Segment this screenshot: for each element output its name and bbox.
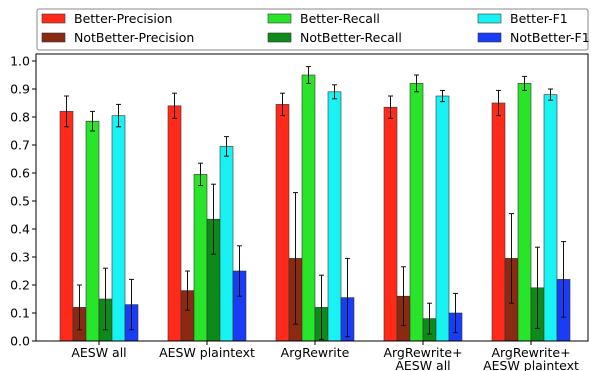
error-bar-better-precision-0 bbox=[64, 95, 69, 128]
legend: Better-Precision NotBetter-Precision Bette… bbox=[36, 8, 590, 51]
error-bar-notbetter-recall-2 bbox=[319, 274, 324, 341]
bar-better-f1-2 bbox=[327, 91, 342, 342]
bar-better-precision-2 bbox=[275, 104, 290, 342]
x-tick-label: ArgRewrite+ bbox=[383, 345, 462, 360]
legend-label: Better-Precision bbox=[74, 11, 172, 26]
legend-entry-notbetter-precision: NotBetter-Precision bbox=[41, 30, 194, 45]
bar-better-precision-3 bbox=[383, 106, 398, 342]
bar-better-f1-3 bbox=[435, 95, 450, 342]
error-bar-notbetter-precision-0 bbox=[77, 284, 82, 331]
y-tick-label: 0.3 bbox=[10, 250, 30, 265]
x-tick-label: AESW all bbox=[71, 345, 126, 360]
error-bar-better-precision-4 bbox=[496, 89, 501, 117]
x-tick-label: AESW plaintext bbox=[483, 358, 579, 371]
legend-swatch bbox=[41, 13, 66, 24]
bar-better-f1-1 bbox=[219, 146, 234, 342]
legend-entry-better-precision: Better-Precision bbox=[41, 11, 172, 26]
error-bar-notbetter-recall-0 bbox=[103, 267, 108, 331]
error-bar-notbetter-f1-4 bbox=[561, 241, 566, 318]
error-bar-better-precision-2 bbox=[280, 92, 285, 117]
y-tick-label: 0.5 bbox=[10, 194, 30, 209]
error-bar-better-recall-3 bbox=[414, 74, 419, 93]
bar-better-recall-3 bbox=[409, 83, 424, 342]
error-bar-notbetter-recall-1 bbox=[211, 183, 216, 255]
legend-entry-notbetter-f1: NotBetter-F1 bbox=[477, 30, 590, 45]
error-bar-better-recall-4 bbox=[522, 75, 527, 91]
error-bar-notbetter-precision-3 bbox=[401, 266, 406, 327]
legend-swatch bbox=[477, 32, 502, 43]
y-tick-label: 0.8 bbox=[10, 110, 30, 125]
x-tick-label: ArgRewrite+ bbox=[491, 345, 570, 360]
error-bar-better-recall-1 bbox=[198, 162, 203, 187]
bar-better-recall-4 bbox=[517, 83, 532, 342]
legend-label: NotBetter-Precision bbox=[74, 30, 194, 45]
x-tick-label: AESW plaintext bbox=[159, 345, 255, 360]
legend-label: NotBetter-F1 bbox=[510, 30, 590, 45]
error-bar-notbetter-f1-0 bbox=[129, 278, 134, 331]
legend-entry-notbetter-recall: NotBetter-Recall bbox=[267, 30, 402, 45]
error-bar-better-precision-1 bbox=[172, 92, 177, 119]
bar-better-recall-1 bbox=[193, 174, 208, 342]
error-bar-better-precision-3 bbox=[388, 95, 393, 119]
legend-label: NotBetter-Recall bbox=[300, 30, 402, 45]
bar-better-precision-4 bbox=[491, 102, 506, 342]
x-tick-label: AESW all bbox=[395, 358, 450, 371]
legend-box bbox=[36, 8, 589, 51]
axes: 0.0 0.1 0.2 0.3 0.4 0.5 0.6 0.7 0.8 0.9 1.0 AESW al… bbox=[10, 53, 589, 371]
x-tick-label: ArgRewrite bbox=[281, 345, 350, 360]
error-bar-notbetter-f1-3 bbox=[453, 292, 458, 334]
legend-label: Better-Recall bbox=[300, 11, 380, 26]
legend-entry-better-f1: Better-F1 bbox=[477, 11, 568, 26]
error-bar-notbetter-recall-3 bbox=[427, 302, 432, 335]
error-bar-notbetter-precision-2 bbox=[293, 192, 298, 325]
error-bar-better-f1-0 bbox=[116, 103, 121, 128]
error-bar-better-recall-0 bbox=[90, 110, 95, 132]
legend-entry-better-recall: Better-Recall bbox=[267, 11, 380, 26]
legend-swatch bbox=[267, 32, 292, 43]
bar-better-f1-0 bbox=[111, 115, 126, 342]
error-bar-better-f1-3 bbox=[440, 89, 445, 103]
y-tick-label: 0.2 bbox=[10, 278, 30, 293]
y-tick-label: 0.4 bbox=[10, 222, 30, 237]
bars bbox=[59, 66, 571, 342]
error-bar-notbetter-precision-1 bbox=[185, 270, 190, 311]
error-bar-better-f1-1 bbox=[224, 136, 229, 157]
y-tick-label: 0.0 bbox=[10, 334, 30, 349]
error-bar-notbetter-recall-4 bbox=[535, 246, 540, 329]
y-tick-label: 1.0 bbox=[10, 54, 30, 69]
legend-label: Better-F1 bbox=[510, 11, 568, 26]
bar-better-precision-1 bbox=[167, 105, 182, 342]
bar-better-f1-4 bbox=[543, 94, 558, 342]
error-bar-notbetter-f1-1 bbox=[237, 245, 242, 297]
bar-better-precision-0 bbox=[59, 111, 74, 342]
error-bar-better-f1-4 bbox=[548, 88, 553, 101]
y-tick-label: 0.7 bbox=[10, 138, 30, 153]
error-bar-notbetter-precision-4 bbox=[509, 213, 514, 304]
bar-better-recall-0 bbox=[85, 120, 100, 342]
error-bar-better-f1-2 bbox=[332, 84, 337, 100]
y-tick-label: 0.6 bbox=[10, 166, 30, 181]
bar-better-recall-2 bbox=[301, 74, 316, 342]
legend-swatch bbox=[267, 13, 292, 24]
y-tick-label: 0.9 bbox=[10, 82, 30, 97]
plot-frame bbox=[35, 53, 589, 342]
y-tick-label: 0.1 bbox=[10, 306, 30, 321]
legend-swatch bbox=[41, 32, 66, 43]
legend-swatch bbox=[477, 13, 502, 24]
error-bar-notbetter-f1-2 bbox=[345, 257, 350, 338]
error-bar-better-recall-2 bbox=[306, 66, 311, 84]
